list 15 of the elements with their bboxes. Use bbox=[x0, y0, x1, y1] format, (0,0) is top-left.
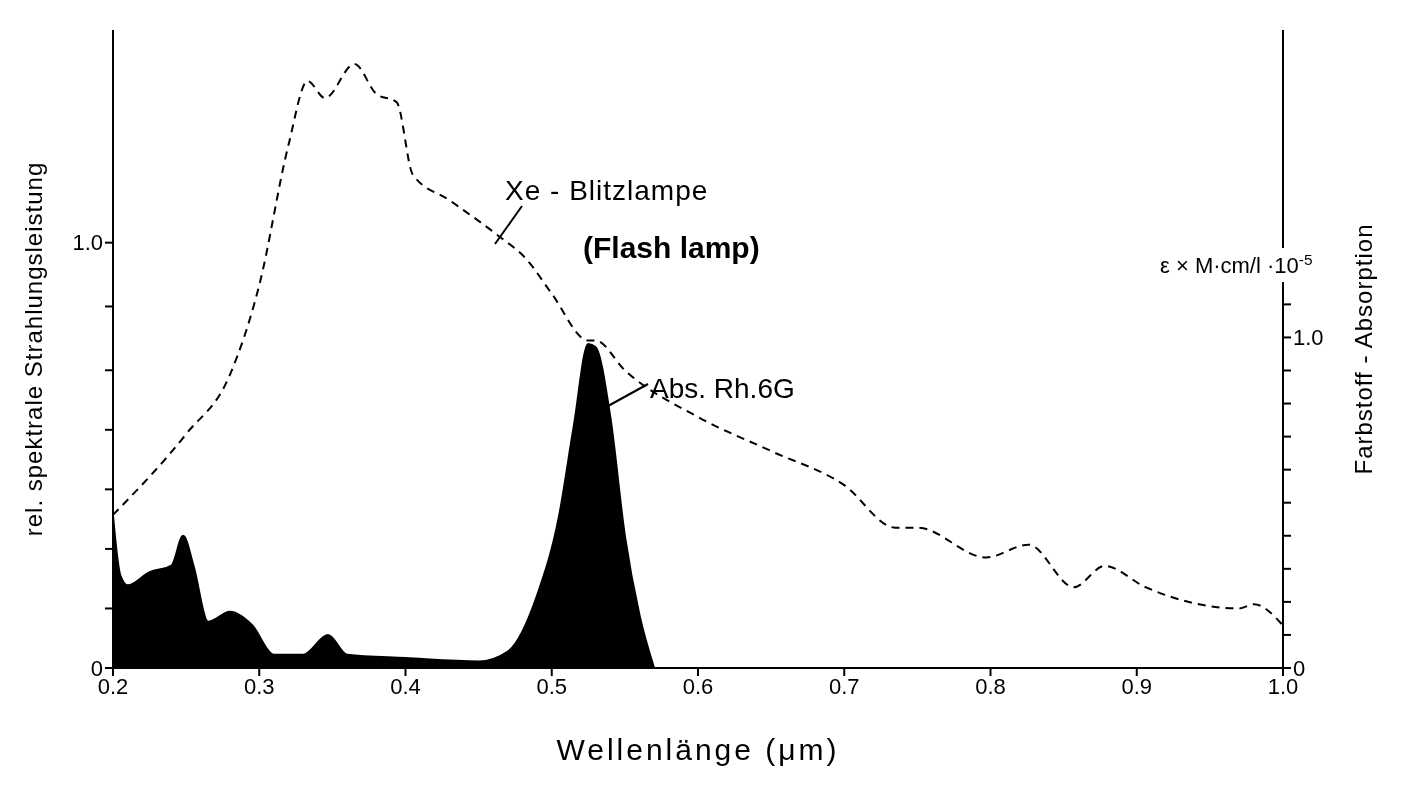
annotation: ε × M·cm/l ·10$^{-5}$ bbox=[1160, 250, 1313, 278]
legend-label: Abs. Rh.6G bbox=[650, 373, 795, 404]
x-tick-label: 0.4 bbox=[390, 673, 421, 699]
x-axis-title: Wellenlänge (μm) bbox=[556, 733, 840, 766]
y-axis-title: rel. spektrale Strahlungsleistung bbox=[19, 161, 47, 537]
y2-tick-label: 1.0 bbox=[1293, 325, 1324, 351]
x-tick-label: 0.6 bbox=[682, 673, 714, 699]
x-tick-label: 0.5 bbox=[536, 673, 568, 699]
x-tick-label: 0.8 bbox=[975, 673, 1006, 699]
x-tick-label: 0.9 bbox=[1121, 673, 1153, 699]
annotation: (Flash lamp) bbox=[583, 231, 760, 264]
x-tick-label: 0.7 bbox=[828, 673, 860, 699]
x-tick-label: 0.3 bbox=[243, 673, 275, 699]
series-label: Xe - Blitzlampe bbox=[505, 175, 709, 206]
y2-axis-title: Farbstoff - Absorption bbox=[1349, 223, 1377, 475]
